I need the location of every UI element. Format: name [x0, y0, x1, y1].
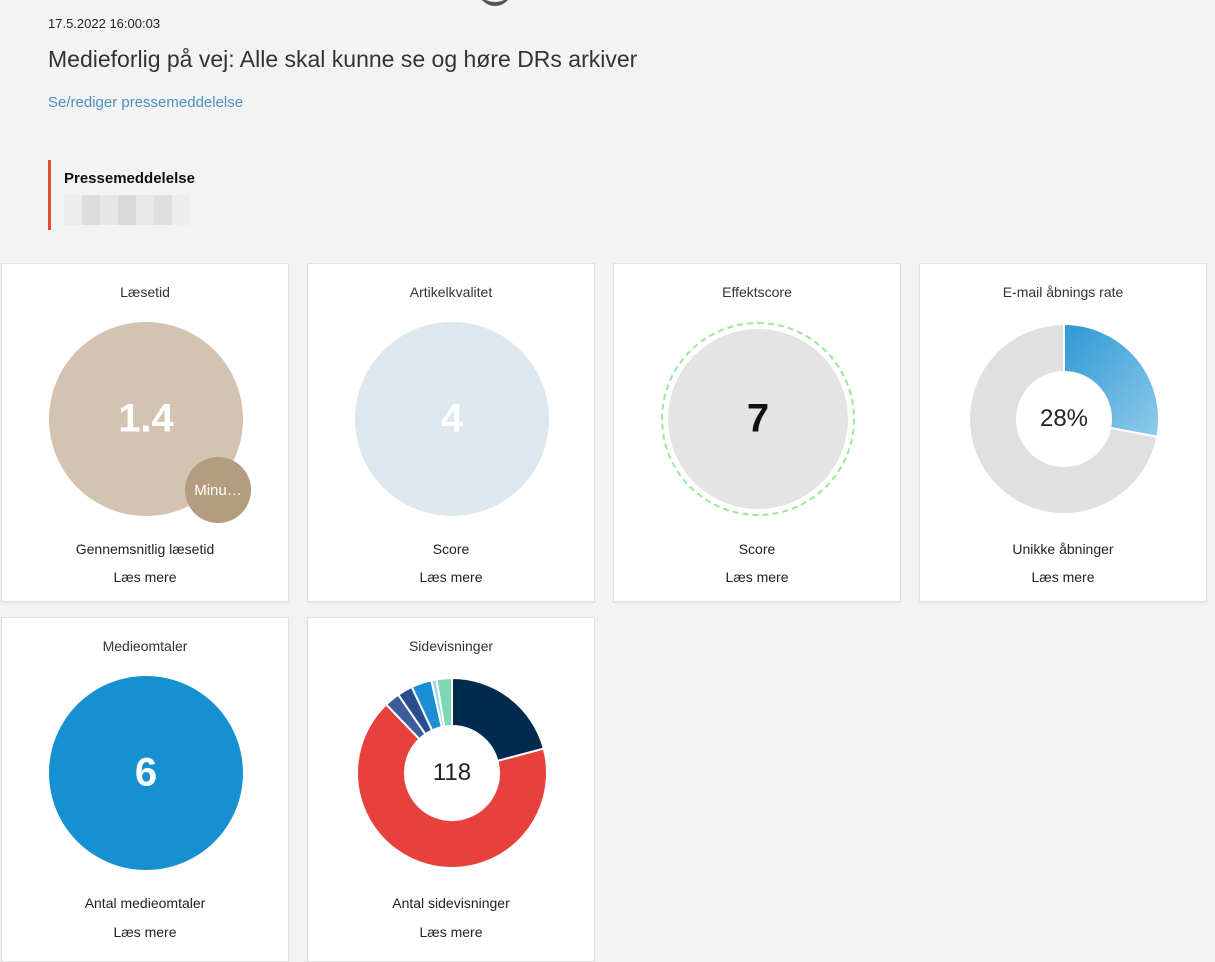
email-open-slice: [1063, 322, 1160, 438]
press-release-block: Pressemeddelelse: [48, 160, 248, 230]
readtime-visual: 1.4 Minu…: [49, 322, 251, 523]
card-subtitle: Score: [432, 541, 470, 557]
read-more-link[interactable]: Læs mere: [419, 569, 483, 585]
press-release-label: Pressemeddelelse: [64, 170, 195, 187]
card-title: Sidevisninger: [408, 638, 494, 654]
effect-visual: 7: [661, 322, 855, 516]
card-email-open-rate: E-mail åbnings rate 28% Unikke åbninger …: [919, 263, 1207, 602]
email-unopened-slice: [968, 322, 1159, 515]
pageviews-slice-6: [435, 676, 453, 728]
card-pageviews: Sidevisninger 118 Antal sidevisninger Læ…: [307, 617, 595, 962]
email-rate-value: 28%: [1039, 405, 1089, 432]
pageviews-slice-0: [451, 676, 546, 763]
card-effect-score: Effektscore 7 Score Læs mere: [613, 263, 901, 602]
pageviews-value: 118: [432, 759, 472, 786]
pageviews-slice-1: [356, 703, 548, 869]
card-media-mentions: Medieomtaler 6 Antal medieomtaler Læs me…: [1, 617, 289, 962]
card-subtitle: Gennemsnitlig læsetid: [75, 541, 215, 557]
edit-press-release-link[interactable]: Se/rediger pressemeddelelse: [48, 94, 244, 111]
readtime-value: 1.4: [118, 396, 174, 441]
card-title: Artikelkvalitet: [409, 284, 493, 300]
quality-circle: [355, 322, 549, 516]
read-more-link[interactable]: Læs mere: [1031, 569, 1095, 585]
email-donut: [968, 322, 1160, 515]
card-title: Medieomtaler: [102, 638, 188, 654]
timestamp: 17.5.2022 16:00:03: [48, 16, 161, 31]
redacted-content: [64, 195, 248, 225]
read-more-link[interactable]: Læs mere: [725, 569, 789, 585]
read-more-link[interactable]: Læs mere: [113, 569, 177, 585]
pageviews-visual: 118: [355, 676, 549, 870]
quality-value: 4: [440, 396, 464, 441]
pageviews-donut: [356, 676, 548, 869]
card-subtitle: Antal medieomtaler: [84, 895, 206, 911]
read-more-link[interactable]: Læs mere: [419, 924, 483, 940]
card-subtitle: Unikke åbninger: [1012, 541, 1114, 557]
media-value: 6: [134, 750, 158, 795]
card-readtime: Læsetid 1.4 Minu… Gennemsnitlig læsetid …: [1, 263, 289, 602]
card-title: Effektscore: [722, 284, 792, 300]
readtime-unit-badge: Minu…: [185, 457, 251, 523]
media-circle: [49, 676, 243, 870]
effect-value: 7: [746, 396, 770, 441]
card-article-quality: Artikelkvalitet 4 Score Læs mere: [307, 263, 595, 602]
read-more-link[interactable]: Læs mere: [113, 924, 177, 940]
quality-visual: 4: [355, 322, 549, 516]
page-title: Medieforlig på vej: Alle skal kunne se o…: [48, 46, 638, 72]
card-title: E-mail åbnings rate: [1002, 284, 1124, 300]
effect-dashed-ring: [661, 322, 855, 516]
card-title: Læsetid: [120, 284, 170, 300]
card-subtitle: Antal sidevisninger: [392, 895, 510, 911]
effect-circle: [668, 329, 848, 509]
email-visual: 28%: [967, 322, 1161, 516]
media-visual: 6: [49, 676, 243, 870]
card-subtitle: Score: [738, 541, 776, 557]
loading-spinner-icon: [478, 0, 512, 6]
